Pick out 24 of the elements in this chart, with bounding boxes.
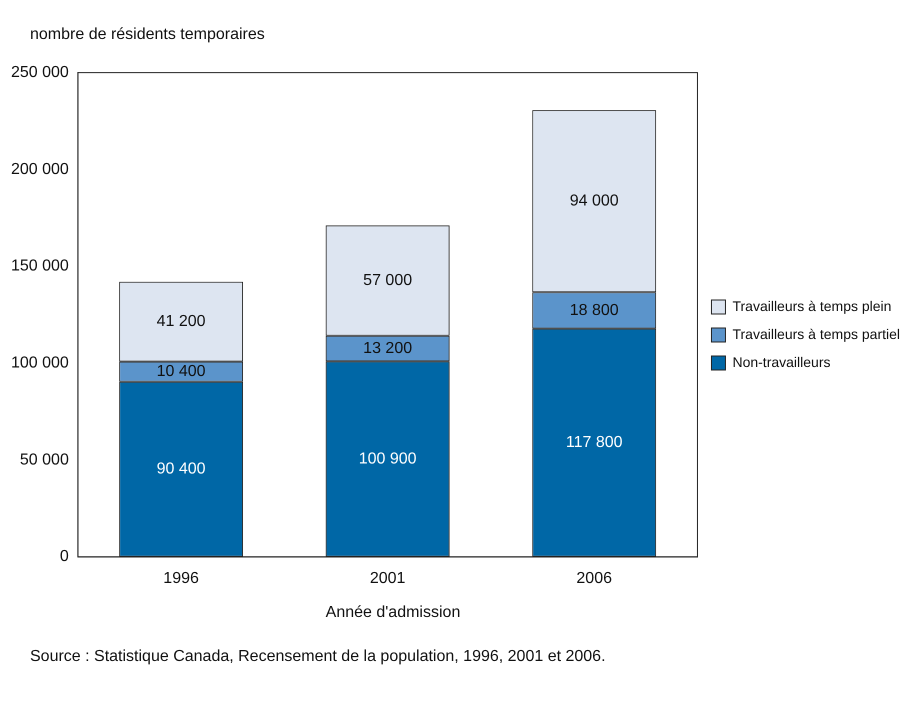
y-tick-label: 0 [60,548,69,566]
legend-label: Travailleurs à temps partiel [732,326,900,342]
y-tick-label: 250 000 [10,64,69,82]
y-axis-title: nombre de résidents temporaires [29,25,266,45]
x-tick-label: 2006 [576,570,612,587]
data-label: 10 400 [156,363,206,380]
x-axis-title: Année d'admission [324,603,462,622]
x-tick-label: 2001 [370,570,406,587]
data-label: 41 200 [156,313,206,330]
x-tick-label: 1996 [163,570,200,587]
source-note: Source : Statistique Canada, Recensement de la population, 1996, 2001 et 2006. [29,647,607,666]
y-tick-label: 200 000 [10,160,69,178]
data-label: 94 000 [570,192,619,210]
data-label: 117 800 [566,434,623,452]
y-tick-label: 150 000 [10,258,69,275]
data-label: 13 200 [363,340,412,357]
y-tick-label: 100 000 [10,354,69,372]
legend-label: Non-travailleurs [732,354,831,370]
data-label: 57 000 [363,272,412,290]
data-label: 18 800 [570,302,619,319]
legend-label: Travailleurs à temps plein [732,298,892,314]
data-label: 100 900 [358,450,417,468]
data-label: 90 400 [156,460,206,478]
y-tick-label: 50 000 [20,451,69,468]
